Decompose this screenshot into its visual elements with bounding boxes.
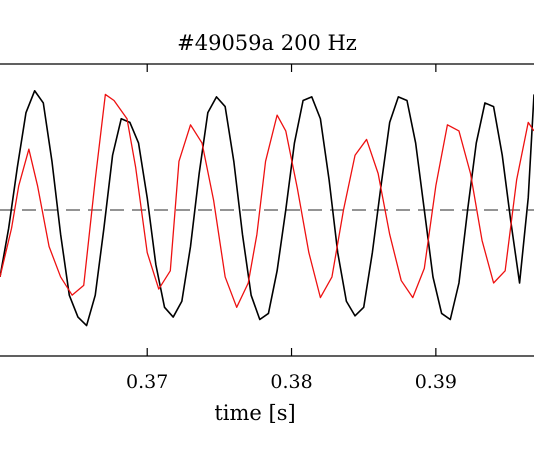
x-tick-label-2: 0.39 <box>415 371 457 393</box>
series-line-1 <box>0 93 534 308</box>
series-group <box>0 89 534 327</box>
x-tick-label-1: 0.38 <box>270 371 312 393</box>
plot-area: 0.37 0.38 0.39 <box>0 63 534 393</box>
x-tick-label-0: 0.37 <box>126 371 168 393</box>
x-axis-label: time [s] <box>214 401 295 425</box>
series-line-0 <box>0 89 534 327</box>
x-ticks: 0.37 0.38 0.39 <box>126 64 457 393</box>
chart-title: #49059a 200 Hz <box>177 31 357 55</box>
